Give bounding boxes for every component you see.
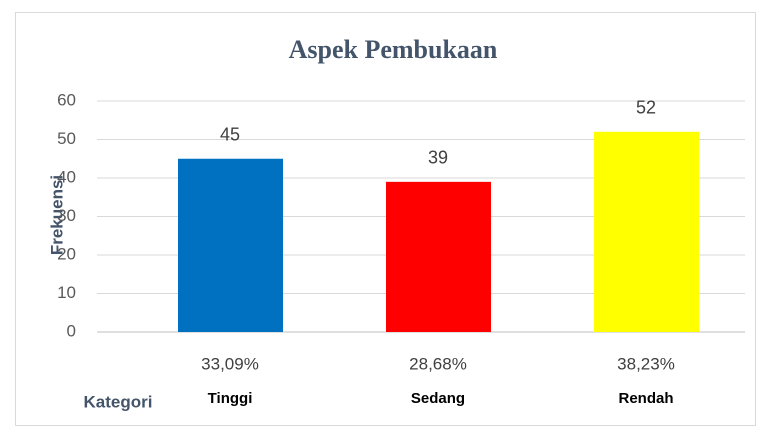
bar xyxy=(386,181,491,332)
category-sublabel: 33,09% xyxy=(201,354,259,373)
value-label: 39 xyxy=(428,148,448,168)
y-tick-label: 0 xyxy=(67,321,76,340)
y-tick-label: 10 xyxy=(57,283,76,302)
bar xyxy=(594,131,699,332)
category-sublabel: 28,68% xyxy=(409,354,467,373)
x-tick-label: Rendah xyxy=(618,390,673,407)
x-tick-label: Tinggi xyxy=(208,390,253,407)
value-label: 52 xyxy=(636,98,656,118)
x-axis-title: Kategori xyxy=(84,392,153,411)
category-sublabel: 38,23% xyxy=(617,354,675,373)
chart-title: Aspek Pembukaan xyxy=(289,35,498,64)
y-tick-label: 20 xyxy=(57,244,76,263)
y-axis-title: Frekuensi xyxy=(47,175,66,255)
y-tick-label: 30 xyxy=(57,206,76,225)
y-tick-label: 40 xyxy=(57,167,76,186)
value-label: 45 xyxy=(220,125,240,145)
y-tick-label: 60 xyxy=(57,90,76,109)
bar xyxy=(178,158,283,332)
x-tick-label: Sedang xyxy=(411,390,465,407)
y-tick-label: 50 xyxy=(57,129,76,148)
